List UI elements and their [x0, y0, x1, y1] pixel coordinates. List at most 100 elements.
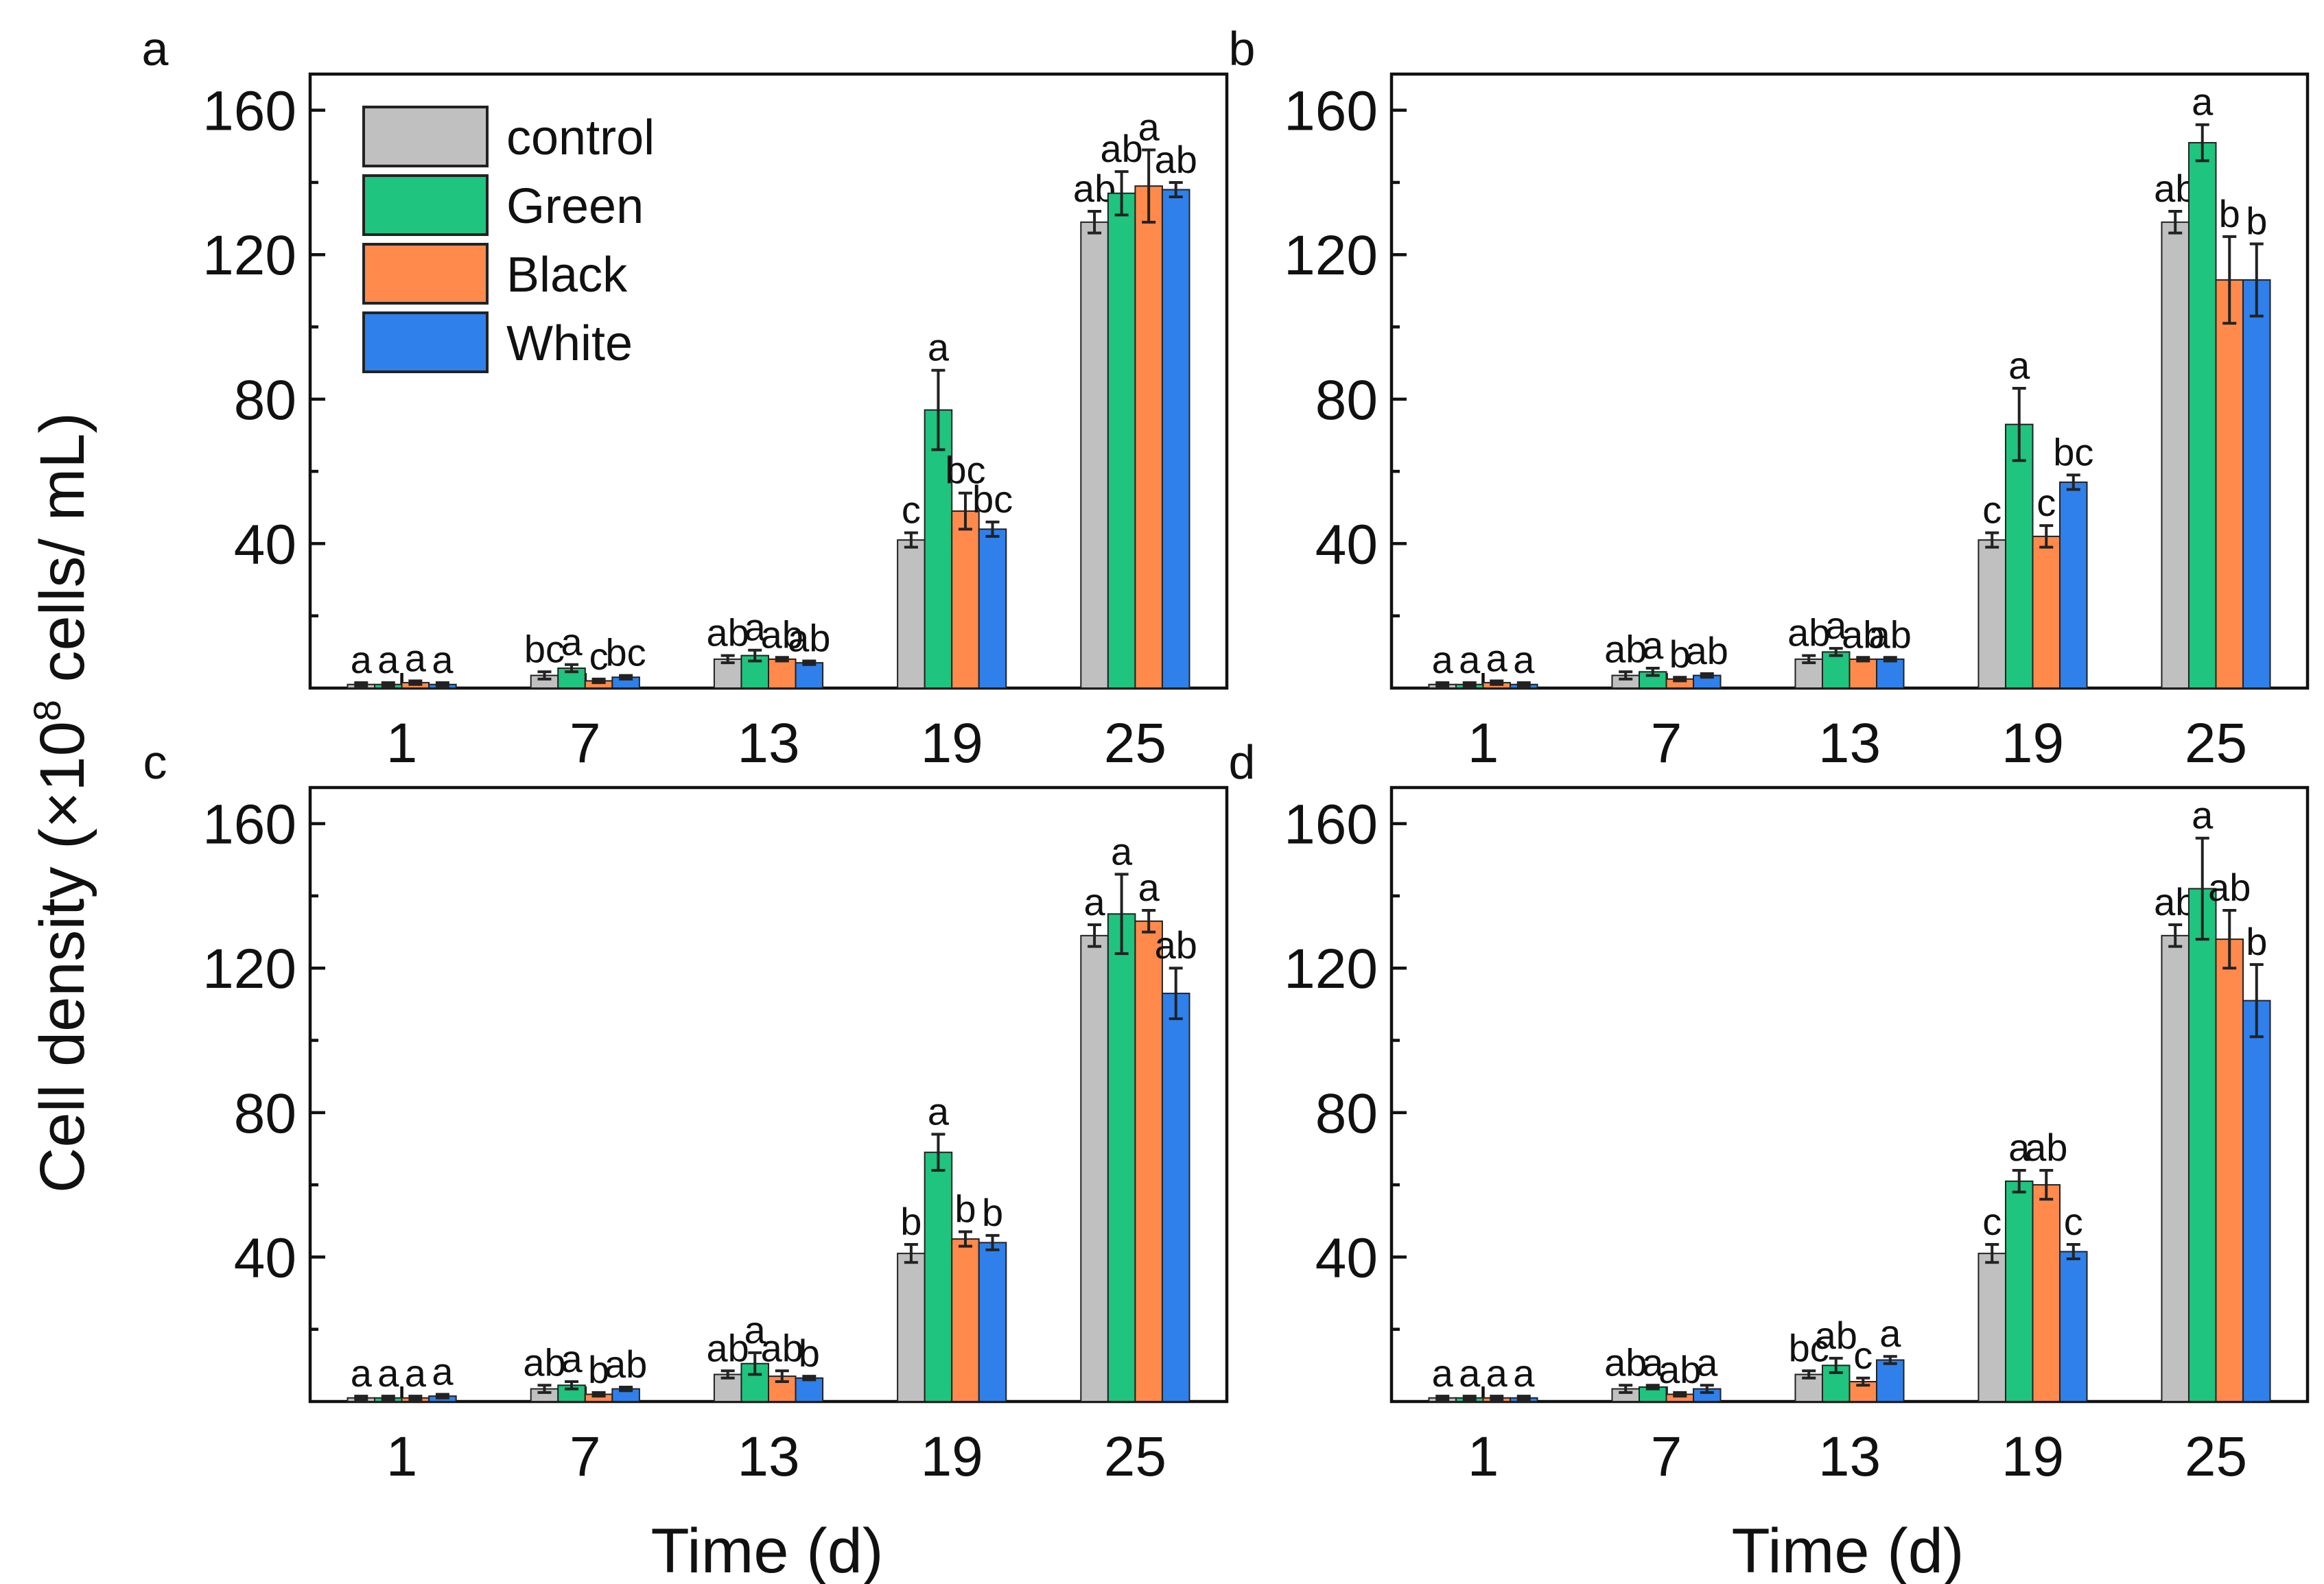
significance-letter: bc	[945, 449, 985, 492]
bar-control-day-19	[897, 1253, 926, 1403]
significance-letter: a	[1696, 1340, 1718, 1384]
significance-letter: a	[2192, 794, 2214, 837]
x-tick-label: 13	[737, 1426, 799, 1488]
panel-letter: a	[142, 22, 169, 75]
bar-black-day-19	[2032, 535, 2061, 689]
x-tick-label: 19	[921, 712, 983, 775]
y-tick-label: 80	[234, 1083, 296, 1145]
x-tick-label: 7	[1651, 1426, 1682, 1488]
y-tick-label: 120	[202, 938, 296, 1000]
y-axis-label-end: cells/ mL)	[27, 412, 97, 700]
legend-swatch	[362, 311, 489, 373]
significance-letter: a	[1138, 866, 1160, 909]
significance-letter: b	[954, 1187, 976, 1231]
panel-letter: b	[1229, 22, 1256, 75]
y-tick-label: 120	[1284, 224, 1378, 287]
legend-swatch	[362, 106, 489, 167]
significance-letter: a	[1642, 624, 1664, 667]
significance-letter: a	[1459, 638, 1481, 681]
bar-control-day-25	[2161, 934, 2190, 1402]
bar-white-day-25	[2242, 279, 2271, 689]
significance-letter: a	[1084, 880, 1106, 923]
bar-white-day-13	[795, 662, 824, 689]
significance-letter: bc	[606, 631, 646, 674]
bar-black-day-25	[1134, 920, 1163, 1402]
significance-letter: c	[902, 488, 921, 532]
bar-black-day-13	[1848, 658, 1878, 689]
legend-item-green: Green	[362, 174, 644, 236]
y-tick-label: 40	[1315, 513, 1378, 576]
significance-letter: b	[588, 1348, 609, 1391]
panel-letter: c	[143, 735, 167, 789]
bar-white-day-19	[978, 1242, 1007, 1402]
legend-label: White	[506, 316, 633, 371]
bar-control-day-19	[1977, 539, 2006, 689]
y-tick-label: 160	[202, 80, 296, 143]
y-axis-label: Cell density (×108 cells/ mL)	[25, 412, 97, 1193]
legend-item-black: Black	[362, 243, 628, 305]
significance-letter: b	[2219, 192, 2240, 235]
bar-green-day-19	[2004, 423, 2034, 689]
significance-letter: a	[928, 326, 950, 369]
significance-letter: a	[1513, 638, 1535, 681]
significance-letter: a	[351, 1351, 373, 1395]
significance-letter: c	[1982, 1200, 2002, 1243]
significance-letter: ab	[1787, 611, 1830, 654]
significance-letter: c	[589, 635, 609, 678]
y-tick-label: 160	[1284, 794, 1378, 856]
x-tick-label: 1	[386, 1426, 418, 1488]
bar-black-day-25	[2215, 279, 2244, 689]
significance-letter: a	[2008, 1126, 2030, 1169]
significance-letter: ab	[788, 617, 830, 660]
x-tick-label: 19	[2002, 1426, 2064, 1488]
significance-letter: a	[1486, 636, 1508, 679]
bar-green-day-25	[2187, 142, 2217, 689]
legend-swatch	[362, 174, 489, 236]
significance-letter: ab	[761, 613, 803, 656]
bar-white-day-19	[2059, 481, 2088, 689]
bar-green-day-19	[2004, 1180, 2034, 1402]
significance-letter: c	[2037, 481, 2056, 524]
significance-letter: a	[377, 638, 399, 681]
x-tick-label: 13	[1818, 1426, 1881, 1488]
significance-letter: ab	[1815, 1314, 1857, 1357]
significance-letter: bc	[972, 477, 1013, 521]
bar-black-day-19	[951, 510, 980, 689]
significance-letter: ab	[1842, 613, 1884, 656]
significance-letter: b	[799, 1332, 820, 1375]
significance-letter: a	[1642, 1340, 1664, 1384]
bar-green-day-19	[924, 1151, 953, 1403]
bar-green-day-25	[2187, 888, 2217, 1402]
bar-black-day-25	[2215, 938, 2244, 1402]
x-tick-label: 19	[921, 1426, 983, 1488]
significance-letter: ab	[1100, 127, 1142, 170]
bar-green-day-19	[924, 409, 953, 689]
y-tick-label: 80	[234, 369, 296, 432]
significance-letter: a	[405, 636, 427, 679]
x-tick-label: 25	[1104, 1426, 1166, 1488]
significance-letter: a	[1486, 1351, 1508, 1395]
x-tick-label: 7	[1651, 712, 1682, 775]
x-tick-label: 13	[737, 712, 799, 775]
legend-label: control	[506, 110, 655, 165]
bar-white-day-13	[1876, 1359, 1905, 1403]
bar-control-day-25	[2161, 221, 2190, 689]
significance-letter: a	[561, 1337, 583, 1380]
significance-letter: a	[744, 606, 766, 649]
legend-item-white: White	[362, 311, 633, 373]
y-axis-label-superscript: 8	[25, 700, 69, 721]
significance-letter: ab	[761, 1326, 803, 1369]
x-tick-label: 7	[570, 1426, 601, 1488]
significance-letter: ab	[523, 1340, 565, 1384]
significance-letter: a	[928, 1089, 950, 1133]
significance-letter: b	[1669, 633, 1691, 676]
significance-letter: a	[377, 1351, 399, 1395]
legend-item-control: control	[362, 106, 655, 167]
significance-letter: ab	[1604, 1340, 1647, 1384]
bar-black-day-19	[2032, 1184, 2061, 1403]
legend-label: Black	[506, 248, 628, 303]
